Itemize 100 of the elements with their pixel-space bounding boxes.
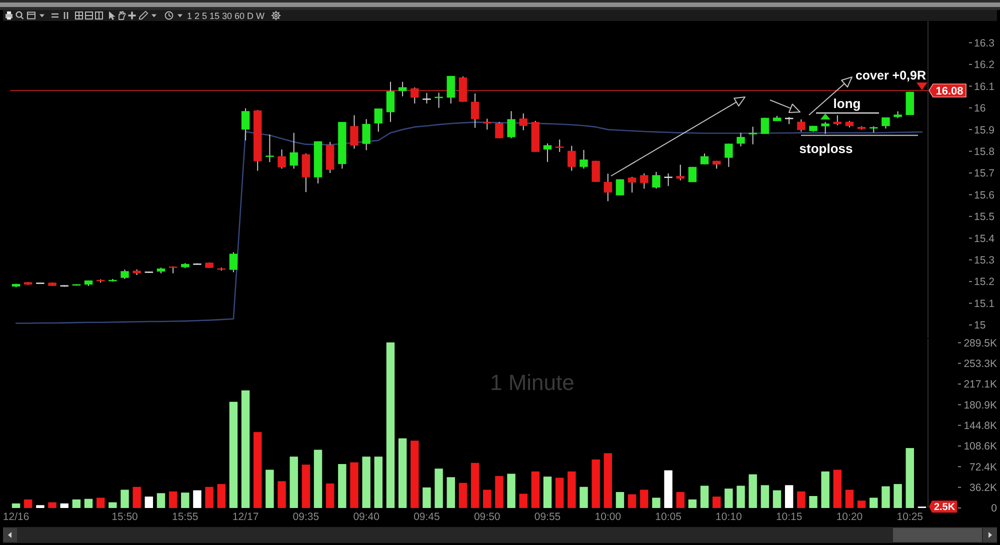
y-tick-label: 289.5K (964, 337, 997, 350)
x-tick-label: 15:55 (172, 511, 198, 523)
bar (724, 488, 733, 508)
y-tick-label: 15.9 (974, 124, 995, 136)
candlestick (386, 81, 395, 122)
candlestick (760, 117, 770, 134)
candlestick (470, 93, 480, 128)
bar (712, 496, 721, 508)
candlestick (266, 134, 274, 163)
y-tick-label: 16.3 (974, 37, 995, 50)
candlestick (821, 121, 830, 134)
candlestick (241, 108, 250, 141)
y-tick-label: 15.6 (974, 189, 995, 202)
bar (96, 498, 105, 508)
candlestick (362, 118, 370, 151)
candlestick (398, 81, 407, 97)
bar (531, 471, 540, 508)
bar (205, 486, 214, 508)
candlestick (724, 143, 733, 168)
bar (652, 498, 660, 508)
bar (760, 485, 770, 508)
bar (458, 482, 468, 508)
x-tick-label: 10:20 (836, 511, 863, 523)
bar (555, 478, 564, 508)
ref-line-label: 16.08 (936, 85, 964, 98)
candlestick (507, 110, 516, 139)
y-tick-label: 15.8 (974, 146, 995, 158)
bar (302, 464, 310, 508)
y-tick-label: 0 (991, 502, 998, 515)
y-tick-label: 15.4 (974, 232, 995, 245)
y-tick-label: 36.2K (970, 482, 997, 494)
x-tick-label: 10:15 (776, 511, 802, 523)
bar (772, 490, 782, 508)
x-tick-label: 10:25 (896, 511, 924, 523)
bar (422, 487, 431, 508)
y-tick-label: 16 (974, 102, 986, 115)
bar (845, 490, 854, 508)
bar (882, 486, 890, 508)
x-tick-label: 09:55 (534, 511, 561, 523)
bar (857, 500, 866, 508)
candlestick (736, 132, 745, 147)
bar (809, 496, 818, 508)
bar (894, 484, 902, 508)
bar (568, 471, 576, 508)
bar (108, 502, 117, 508)
bar (362, 456, 370, 508)
candlestick (290, 132, 298, 170)
bar (580, 486, 588, 508)
bar (797, 491, 806, 508)
line-series (15, 122, 923, 324)
y-tick-label: 180.9K (964, 399, 997, 412)
bar (374, 456, 383, 508)
annotation: 1 2 5 15 30 60 D W (187, 11, 266, 21)
bar (314, 450, 322, 508)
bar (12, 503, 20, 508)
bar (326, 483, 334, 508)
annotation: stoploss (799, 141, 853, 156)
y-tick-label: 72.4K (970, 461, 997, 474)
bar (144, 496, 154, 508)
x-tick-label: 09:45 (414, 511, 440, 523)
x-tick-label: 09:50 (474, 511, 500, 523)
y-tick-label: 15.2 (974, 276, 995, 288)
bar (676, 492, 684, 508)
bar (84, 498, 93, 508)
bar (36, 505, 44, 508)
y-tick-label: 15.1 (974, 298, 995, 310)
candlestick (543, 142, 552, 162)
bar (290, 456, 298, 508)
bar (736, 486, 745, 508)
candlestick (748, 126, 757, 145)
bar (72, 499, 81, 508)
y-tick-label: 15.7 (974, 168, 995, 180)
x-tick-label: 12/17 (232, 511, 259, 523)
bar (156, 493, 166, 508)
candlestick (350, 114, 358, 150)
bar (688, 499, 697, 508)
bar (278, 481, 286, 508)
bar (700, 486, 709, 508)
bar (906, 448, 914, 508)
bar (592, 459, 600, 508)
bar (24, 499, 32, 508)
candlestick (640, 172, 648, 190)
candlestick (797, 118, 806, 132)
bar (870, 498, 878, 508)
x-tick-label: 10:10 (716, 511, 742, 523)
y-tick-label: 16.1 (974, 80, 995, 93)
bar (350, 462, 358, 508)
x-tick-label: 09:40 (353, 511, 380, 523)
candlestick (374, 108, 383, 132)
bar (386, 342, 395, 508)
y-tick-label: 144.8K (964, 420, 997, 432)
bar (410, 440, 419, 508)
candlestick (278, 149, 286, 170)
candlestick (592, 160, 600, 182)
bar (821, 471, 830, 508)
bar (664, 470, 672, 508)
x-tick-label: 12/16 (2, 511, 30, 523)
bar (628, 494, 636, 508)
y-tick-label: 253.3K (964, 358, 997, 370)
candlestick (229, 252, 238, 273)
